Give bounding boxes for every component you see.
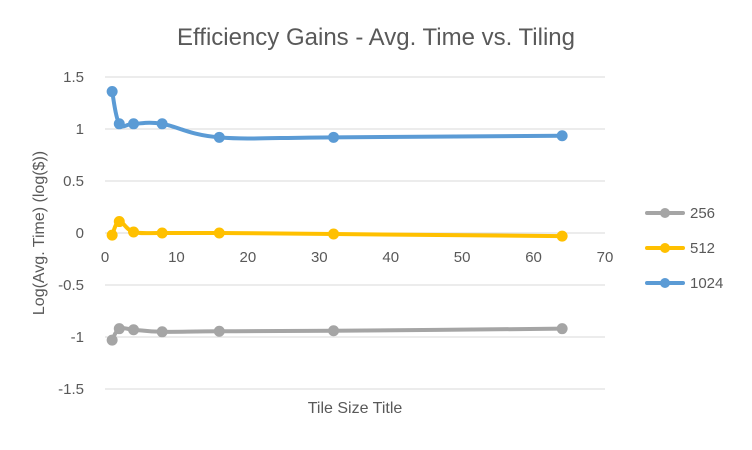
- data-point: [156, 118, 168, 130]
- data-point: [556, 130, 568, 142]
- data-point: [556, 323, 568, 335]
- y-tick-label: -1.5: [58, 381, 84, 398]
- x-tick-label: 40: [382, 249, 399, 266]
- legend-label: 1024: [690, 275, 723, 292]
- data-point: [128, 118, 140, 130]
- data-point: [106, 334, 118, 346]
- data-point: [213, 131, 225, 143]
- data-point: [128, 226, 140, 238]
- x-tick-label: 30: [311, 249, 328, 266]
- series-1024: [106, 86, 568, 143]
- x-axis-title: Tile Size Title: [308, 400, 403, 417]
- data-point: [113, 323, 125, 335]
- y-tick-label: -0.5: [58, 277, 84, 294]
- legend-swatch-marker: [660, 208, 670, 218]
- data-point: [213, 325, 225, 337]
- data-point: [156, 326, 168, 338]
- data-point: [113, 118, 125, 130]
- y-tick-label: 0: [76, 225, 84, 242]
- data-point: [556, 230, 568, 242]
- legend-item-256: 256: [645, 205, 715, 222]
- data-point: [113, 216, 125, 228]
- x-tick-label: 70: [597, 249, 614, 266]
- legend-item-1024: 1024: [645, 275, 723, 292]
- legend-swatch-marker: [660, 243, 670, 253]
- legend-label: 256: [690, 205, 715, 222]
- data-point: [106, 229, 118, 241]
- series-256: [106, 323, 568, 346]
- legend-item-512: 512: [645, 240, 715, 257]
- legend-label: 512: [690, 240, 715, 257]
- legend: 256 512 1024: [645, 205, 723, 292]
- data-point: [328, 325, 340, 337]
- data-point: [328, 228, 340, 240]
- series-512: [106, 216, 568, 242]
- y-axis-tick-labels: 1.5 1 0.5 0 -0.5 -1 -1.5: [58, 69, 84, 398]
- series-line-1024: [110, 89, 565, 141]
- y-tick-label: 0.5: [63, 173, 84, 190]
- x-tick-label: 20: [240, 249, 257, 266]
- data-point: [106, 86, 118, 98]
- chart-title: Efficiency Gains - Avg. Time vs. Tiling: [177, 24, 575, 51]
- data-point: [213, 227, 225, 239]
- data-point: [156, 227, 168, 239]
- x-tick-label: 50: [454, 249, 471, 266]
- series-layer: [106, 86, 568, 346]
- x-tick-label: 0: [101, 249, 109, 266]
- y-axis-title: Log(Avg. Time) (log($)): [31, 151, 48, 315]
- y-tick-label: 1.5: [63, 69, 84, 86]
- y-tick-label: -1: [71, 329, 84, 346]
- legend-swatch-marker: [660, 278, 670, 288]
- y-tick-label: 1: [76, 121, 84, 138]
- x-tick-label: 10: [168, 249, 185, 266]
- data-point: [328, 131, 340, 143]
- x-tick-label: 60: [525, 249, 542, 266]
- x-axis-tick-labels: 0 10 20 30 40 50 60 70: [101, 249, 614, 266]
- data-point: [128, 324, 140, 336]
